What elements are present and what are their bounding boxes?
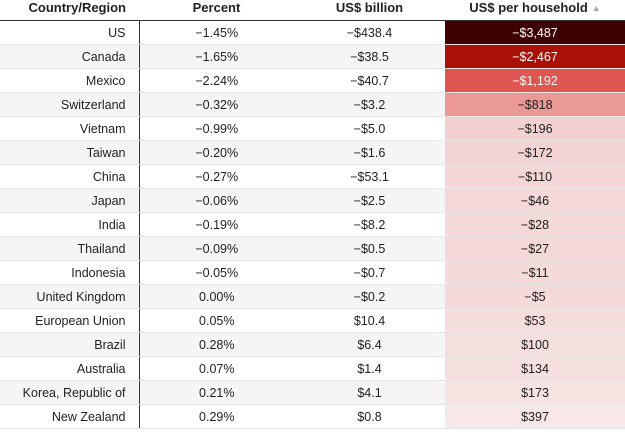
household-cell: −$1,192 [445, 68, 625, 93]
table-row: United Kingdom 0.00% −$0.2 −$5 [0, 284, 625, 309]
table-row: European Union 0.05% $10.4 $53 [0, 308, 625, 333]
household-cell: −$2,467 [445, 44, 625, 69]
percent-cell: −0.20% [139, 140, 294, 165]
billion-cell: −$0.7 [294, 260, 445, 285]
percent-cell: −0.06% [139, 188, 294, 213]
country-cell: Korea, Republic of [0, 380, 140, 405]
household-cell: $173 [445, 380, 625, 405]
percent-cell: −2.24% [139, 68, 294, 93]
billion-cell: −$2.5 [294, 188, 445, 213]
billion-cell: −$0.2 [294, 284, 445, 309]
country-cell: China [0, 164, 140, 189]
country-cell: Indonesia [0, 260, 140, 285]
percent-cell: 0.29% [139, 404, 294, 429]
table-row: Australia 0.07% $1.4 $134 [0, 356, 625, 381]
column-header-label: US$ billion [335, 0, 404, 15]
percent-cell: −0.09% [139, 236, 294, 261]
household-cell: −$172 [445, 140, 625, 165]
percent-cell: −1.45% [139, 20, 294, 45]
percent-cell: 0.21% [139, 380, 294, 405]
percent-cell: −0.32% [139, 92, 294, 117]
column-header-label: Country/Region [28, 0, 127, 15]
country-cell: Switzerland [0, 92, 140, 117]
household-cell: −$110 [445, 164, 625, 189]
billion-cell: $10.4 [294, 308, 445, 333]
billion-cell: −$1.6 [294, 140, 445, 165]
household-cell: $53 [445, 308, 625, 333]
billion-cell: −$0.5 [294, 236, 445, 261]
sort-ascending-icon[interactable]: ▲ [591, 3, 601, 13]
billion-cell: −$40.7 [294, 68, 445, 93]
country-cell: Brazil [0, 332, 140, 357]
country-cell: Taiwan [0, 140, 140, 165]
table-row: Indonesia −0.05% −$0.7 −$11 [0, 260, 625, 285]
billion-cell: −$5.0 [294, 116, 445, 141]
column-header-percent[interactable]: Percent [139, 0, 294, 21]
table-row: Thailand −0.09% −$0.5 −$27 [0, 236, 625, 261]
billion-cell: −$8.2 [294, 212, 445, 237]
household-cell: −$3,487 [445, 20, 625, 45]
table-row: India −0.19% −$8.2 −$28 [0, 212, 625, 237]
percent-cell: −0.19% [139, 212, 294, 237]
table-row: Canada −1.65% −$38.5 −$2,467 [0, 44, 625, 69]
percent-cell: −0.27% [139, 164, 294, 189]
household-cell: −$196 [445, 116, 625, 141]
billion-cell: −$53.1 [294, 164, 445, 189]
column-header-label: Percent [192, 0, 241, 15]
table-row: Vietnam −0.99% −$5.0 −$196 [0, 116, 625, 141]
country-cell: Thailand [0, 236, 140, 261]
percent-cell: −0.99% [139, 116, 294, 141]
billion-cell: $1.4 [294, 356, 445, 381]
country-cell: New Zealand [0, 404, 140, 429]
table-row: Switzerland −0.32% −$3.2 −$818 [0, 92, 625, 117]
table-row: New Zealand 0.29% $0.8 $397 [0, 404, 625, 429]
table-row: Taiwan −0.20% −$1.6 −$172 [0, 140, 625, 165]
table-row: Korea, Republic of 0.21% $4.1 $173 [0, 380, 625, 405]
household-cell: $397 [445, 404, 625, 429]
country-cell: Canada [0, 44, 140, 69]
country-cell: European Union [0, 308, 140, 333]
household-cell: $100 [445, 332, 625, 357]
percent-cell: 0.28% [139, 332, 294, 357]
billion-cell: $0.8 [294, 404, 445, 429]
country-cell: Japan [0, 188, 140, 213]
billion-cell: −$3.2 [294, 92, 445, 117]
percent-cell: 0.07% [139, 356, 294, 381]
household-cell: −$5 [445, 284, 625, 309]
table-row: Japan −0.06% −$2.5 −$46 [0, 188, 625, 213]
table-row: China −0.27% −$53.1 −$110 [0, 164, 625, 189]
table-header: Country/Region Percent US$ billion US$ p… [0, 0, 625, 21]
percent-cell: 0.05% [139, 308, 294, 333]
percent-cell: 0.00% [139, 284, 294, 309]
billion-cell: $4.1 [294, 380, 445, 405]
billion-cell: $6.4 [294, 332, 445, 357]
billion-cell: −$438.4 [294, 20, 445, 45]
column-header-billion[interactable]: US$ billion [294, 0, 445, 21]
country-cell: Vietnam [0, 116, 140, 141]
country-cell: US [0, 20, 140, 45]
table-body: US −1.45% −$438.4 −$3,487 Canada −1.65% −$38.5… [0, 20, 625, 429]
country-cell: Australia [0, 356, 140, 381]
percent-cell: −0.05% [139, 260, 294, 285]
household-cell: −$11 [445, 260, 625, 285]
household-cell: $134 [445, 356, 625, 381]
household-cell: −$27 [445, 236, 625, 261]
household-cell: −$818 [445, 92, 625, 117]
country-cell: United Kingdom [0, 284, 140, 309]
column-header-label: US$ per household [469, 0, 588, 15]
table-row: Mexico −2.24% −$40.7 −$1,192 [0, 68, 625, 93]
household-cell: −$46 [445, 188, 625, 213]
table-row: Brazil 0.28% $6.4 $100 [0, 332, 625, 357]
billion-cell: −$38.5 [294, 44, 445, 69]
country-cell: India [0, 212, 140, 237]
table-row: US −1.45% −$438.4 −$3,487 [0, 20, 625, 45]
column-header-country[interactable]: Country/Region [0, 0, 139, 21]
column-header-household[interactable]: US$ per household ▲ [445, 0, 625, 21]
household-cell: −$28 [445, 212, 625, 237]
country-cell: Mexico [0, 68, 140, 93]
percent-cell: −1.65% [139, 44, 294, 69]
